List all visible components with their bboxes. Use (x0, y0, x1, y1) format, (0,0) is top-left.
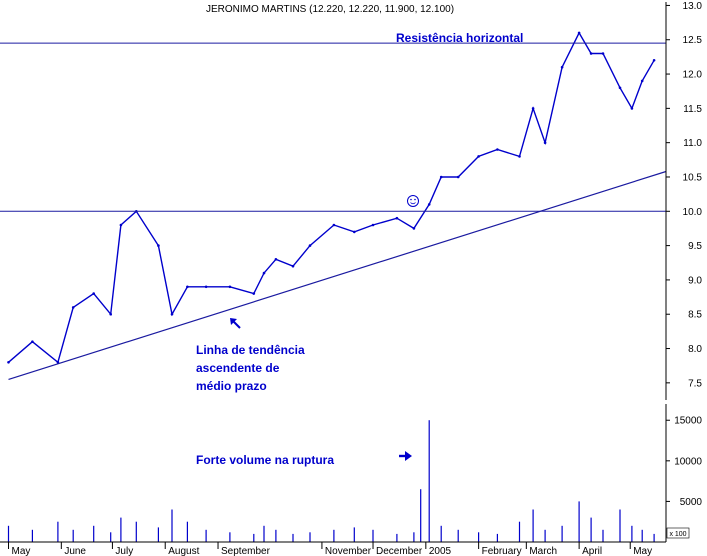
price-point (477, 155, 480, 158)
price-tick-label: 9.0 (688, 275, 702, 286)
price-point (439, 175, 443, 179)
price-point (577, 31, 581, 35)
price-point (109, 312, 112, 316)
x-tick-label: August (168, 546, 199, 556)
x-tick-label: July (115, 546, 133, 556)
axes (0, 2, 667, 543)
price-point (652, 59, 656, 62)
volume-tick-label: 5000 (680, 497, 703, 508)
price-point (92, 292, 95, 295)
price-point (56, 361, 60, 364)
price-tick-label: 11.5 (683, 104, 702, 115)
x-tick-label: 2005 (429, 546, 452, 556)
price-point (601, 52, 605, 55)
price-point (640, 79, 644, 83)
x-tick-label: December (376, 546, 423, 556)
price-point (332, 223, 336, 227)
price-tick-label: 7.5 (688, 378, 702, 389)
price-point (395, 216, 399, 220)
price-point (262, 271, 266, 275)
x-tick-label: May (633, 546, 652, 556)
price-point (252, 292, 256, 295)
price-point (157, 244, 160, 247)
price-point (71, 306, 75, 309)
x-tick-label: May (12, 546, 31, 556)
price-tick-label: 12.0 (683, 70, 703, 81)
price-point (531, 107, 535, 110)
price-tick-label: 8.5 (688, 310, 702, 321)
volume-plot-area (7, 420, 655, 542)
price-point (353, 230, 356, 234)
volume-arrow-icon (399, 451, 412, 461)
resistance-annotation: Resistência horizontal (396, 31, 523, 45)
price-tick-label: 13.0 (683, 1, 703, 12)
price-point (170, 312, 174, 316)
plot-area (7, 31, 656, 364)
price-point (630, 107, 634, 110)
x-tick-label: February (482, 546, 522, 556)
x-tick-label: September (221, 546, 271, 556)
volume-annotation: Forte volume na ruptura (196, 453, 334, 467)
price-point (186, 285, 189, 289)
x-tick-label: June (64, 546, 86, 556)
price-point (560, 65, 564, 69)
price-tick-label: 10.0 (683, 207, 703, 218)
price-tick-label: 11.0 (683, 138, 702, 149)
trendline-annotation-line-2: ascendente de (196, 361, 280, 375)
price-point (618, 86, 622, 90)
volume-tick-label: 10000 (674, 456, 702, 467)
price-tick-label: 10.5 (683, 172, 703, 183)
trendline-annotation-line-1: Linha de tendência (196, 343, 305, 357)
price-point (228, 285, 232, 289)
price-point (543, 141, 547, 144)
chart-title: JERONIMO MARTINS (12.220, 12.220, 11.900… (206, 4, 454, 15)
price-tick-label: 8.0 (688, 344, 702, 355)
smiley-icon (407, 195, 419, 207)
price-point (412, 227, 416, 230)
price-point (456, 175, 460, 179)
price-tick-label: 12.5 (683, 35, 703, 46)
trendline (8, 170, 667, 380)
price-tick-labels: 7.5 8.0 8.5 9.0 9.5 10.0 10.5 11.0 11.5 12.0 12.5 1… (666, 1, 702, 389)
price-tick-label: 9.5 (688, 241, 702, 252)
reference-lines (0, 42, 667, 380)
price-point (589, 52, 593, 55)
price-point (204, 285, 208, 289)
volume-unit-label: x 100 (669, 531, 686, 538)
price-point (427, 203, 431, 206)
price-point (291, 264, 295, 268)
price-point (7, 361, 10, 364)
x-tick-labels: May June July August September November Decemb… (8, 542, 652, 556)
volume-unit-label-box: x 100 (666, 527, 690, 539)
price-point (308, 244, 312, 247)
price-point (518, 155, 521, 158)
trendline-arrow-icon (230, 318, 241, 329)
price-point (371, 223, 375, 227)
price-point (496, 148, 499, 151)
x-tick-label: November (325, 546, 372, 556)
volume-tick-labels: 5000 10000 15000 (666, 416, 702, 508)
x-tick-label: April (582, 546, 602, 556)
price-point (119, 223, 123, 227)
price-point (274, 258, 278, 261)
volume-tick-label: 15000 (674, 416, 702, 427)
trendline-annotation-line-3: médio prazo (196, 379, 267, 393)
x-tick-label: March (529, 546, 557, 556)
price-point (31, 340, 34, 344)
